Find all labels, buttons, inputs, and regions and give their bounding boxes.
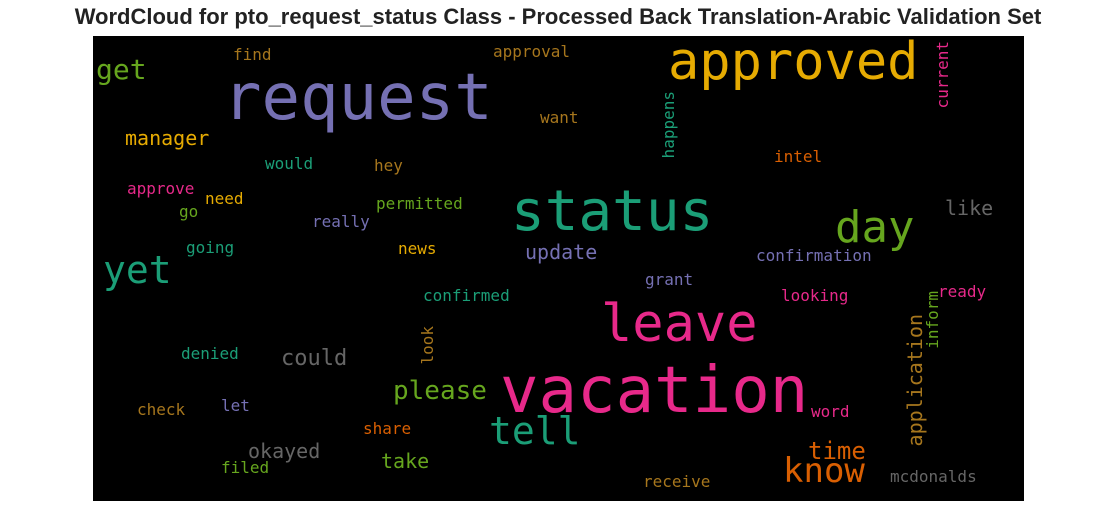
word-vacation: vacation	[500, 354, 809, 428]
wordcloud-canvas: request approved get find approval current man…	[93, 36, 1024, 501]
word-mcdonalds: mcdonalds	[890, 467, 977, 486]
word-going: going	[186, 238, 235, 257]
word-get: get	[96, 53, 147, 86]
word-approved: approved	[668, 32, 919, 92]
word-take: take	[381, 449, 430, 473]
word-need: need	[205, 189, 244, 208]
word-could: could	[281, 346, 348, 371]
word-status: status	[511, 179, 714, 244]
word-application: application	[903, 314, 927, 447]
word-find: find	[233, 45, 272, 64]
word-looking: looking	[781, 286, 849, 305]
word-approve: approve	[127, 179, 195, 198]
word-leave: leave	[601, 294, 758, 354]
word-tell: tell	[489, 409, 581, 453]
word-let: let	[221, 396, 250, 415]
word-check: check	[137, 400, 186, 419]
chart-title: WordCloud for pto_request_status Class -…	[74, 4, 1042, 29]
word-update: update	[525, 240, 598, 264]
word-go: go	[179, 202, 199, 221]
word-word: word	[811, 402, 850, 421]
word-know: know	[783, 451, 865, 491]
word-want: want	[540, 108, 579, 127]
word-day: day	[835, 202, 915, 253]
word-news: news	[398, 239, 437, 258]
word-would: would	[265, 154, 314, 173]
word-confirmation: confirmation	[756, 246, 872, 265]
word-yet: yet	[103, 248, 172, 292]
word-time: time	[808, 437, 866, 465]
word-receive: receive	[643, 472, 711, 491]
word-inform: inform	[923, 291, 942, 349]
word-denied: denied	[181, 344, 239, 363]
word-current: current	[933, 41, 952, 109]
word-okayed: okayed	[248, 439, 321, 463]
word-filed: filed	[221, 458, 270, 477]
word-confirmed: confirmed	[423, 286, 510, 305]
word-hey: hey	[374, 156, 403, 175]
word-look: look	[418, 326, 437, 365]
word-please: please	[393, 376, 487, 406]
word-ready: ready	[938, 282, 987, 301]
word-approval: approval	[493, 42, 571, 61]
word-manager: manager	[125, 126, 210, 150]
word-request: request	[223, 61, 493, 135]
word-happens: happens	[659, 91, 678, 159]
word-permitted: permitted	[376, 194, 463, 213]
word-intel: intel	[774, 147, 823, 166]
word-like: like	[945, 196, 994, 220]
word-share: share	[363, 419, 412, 438]
word-grant: grant	[645, 270, 694, 289]
word-really: really	[312, 212, 370, 231]
